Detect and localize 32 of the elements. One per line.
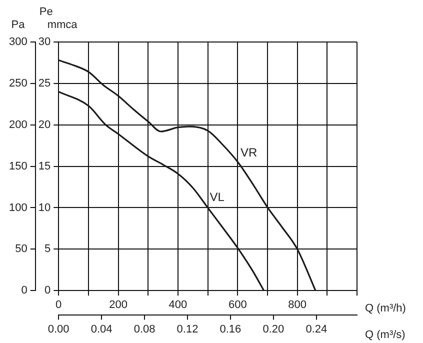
y2-tick-label: 0	[21, 284, 28, 297]
y2-tick-label: 250	[8, 77, 28, 90]
x-tick-label: 600	[228, 299, 247, 312]
y-axis-title: Pe mmca	[39, 6, 78, 32]
x2-tick-label: 0.00	[48, 323, 70, 336]
y2-axis-title: Pa	[11, 19, 26, 32]
x2-tick-label: 0.12	[176, 323, 198, 336]
y-tick-label: 20	[38, 118, 51, 131]
x2-tick-label: 0.24	[306, 323, 328, 336]
x-axis-title: Q (m³/h)	[365, 302, 406, 315]
x-tick-label: 200	[109, 299, 128, 312]
x-tick-label: 800	[288, 299, 306, 312]
y-tick-label: 30	[38, 36, 51, 48]
y2-tick-label: 50	[15, 243, 28, 256]
y-tick-label: 5	[44, 243, 51, 256]
x2-tick-label: 0.04	[90, 323, 112, 336]
y-tick-label: 25	[38, 77, 51, 90]
x2-tick-label: 0.16	[220, 323, 242, 336]
x-tick-label: 0	[56, 299, 62, 312]
x-tick-label: 400	[168, 299, 188, 312]
y2-tick-label: 100	[8, 202, 28, 214]
x2-axis-title: Q (m³/s)	[365, 328, 406, 341]
y2-tick-label: 200	[8, 118, 28, 131]
x2-tick-label: 0.20	[262, 323, 284, 336]
x2-tick-label: 0.08	[134, 323, 156, 336]
y-tick-label: 15	[38, 160, 51, 172]
series-label: VR	[240, 145, 258, 160]
y2-tick-label: 300	[8, 36, 28, 48]
y-tick-label: 0	[44, 284, 51, 297]
y2-tick-label: 150	[8, 160, 28, 172]
series-label: VL	[210, 190, 225, 204]
y-tick-label: 10	[38, 202, 51, 214]
